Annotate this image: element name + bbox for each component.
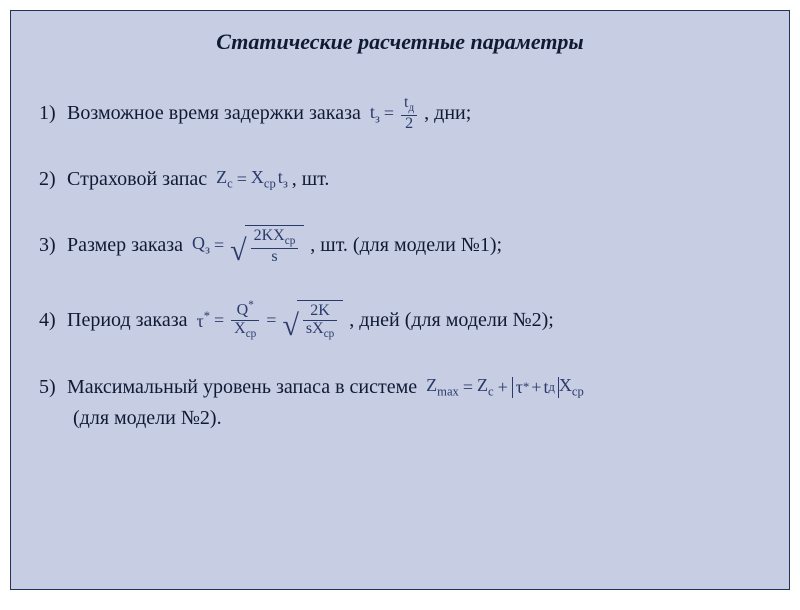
f1-frac: tд 2 xyxy=(401,95,417,133)
equals-icon: = xyxy=(214,235,224,256)
item-2: 2) Страховой запас Zc = Xср tз , шт. xyxy=(39,167,761,192)
equals-icon: = xyxy=(463,377,473,398)
f4-frac1: Q* Xср xyxy=(231,300,259,340)
abs-icon: τ* + tд xyxy=(512,377,559,398)
slide: Статические расчетные параметры 1) Возмо… xyxy=(10,10,790,590)
equals-icon: = xyxy=(266,310,276,331)
item-3-formula: Qз = √ 2KXср s xyxy=(192,225,306,266)
item-4-formula: τ* = Q* Xср = √ 2K sXср xyxy=(196,300,345,341)
item-5-text-after: (для модели №2). xyxy=(73,407,761,430)
f2-lhs: Zc xyxy=(216,167,233,192)
item-1-num: 1) xyxy=(39,102,67,125)
item-5: 5) Максимальный уровень запаса в системе… xyxy=(39,375,761,400)
item-5-text-before: Максимальный уровень запаса в системе xyxy=(67,376,422,399)
item-2-num: 2) xyxy=(39,168,67,191)
item-4: 4) Период заказа τ* = Q* Xср = √ 2K sXср xyxy=(39,300,761,341)
item-3-num: 3) xyxy=(39,234,67,257)
item-2-text-after: , шт. xyxy=(292,168,330,191)
item-4-num: 4) xyxy=(39,309,67,332)
item-1-text-after: , дни; xyxy=(424,102,471,125)
item-4-text-after: , дней (для модели №2); xyxy=(349,309,554,332)
item-2-formula: Zc = Xср tз xyxy=(216,167,288,192)
item-2-text-before: Страховой запас xyxy=(67,168,212,191)
equals-icon: = xyxy=(237,169,247,190)
sqrt-icon: √ 2KXср s xyxy=(230,225,304,266)
item-5-num: 5) xyxy=(39,376,67,399)
item-3-text-before: Размер заказа xyxy=(67,234,188,257)
sqrt-icon: √ 2K sXср xyxy=(282,300,343,341)
item-3: 3) Размер заказа Qз = √ 2KXср s , шт. (д… xyxy=(39,225,761,266)
equals-icon: = xyxy=(384,103,394,124)
f4-lhs: τ* xyxy=(196,309,210,332)
f5-lhs: Zmax xyxy=(426,375,459,400)
item-5-formula: Zmax = Zc + τ* + tд Xср xyxy=(426,375,584,400)
item-1-text-before: Возможное время задержки заказа xyxy=(67,102,366,125)
f1-lhs: tз xyxy=(370,102,380,127)
item-1-formula: tз = tд 2 xyxy=(370,95,420,133)
item-4-text-before: Период заказа xyxy=(67,309,192,332)
item-1: 1) Возможное время задержки заказа tз = … xyxy=(39,95,761,133)
f3-lhs: Qз xyxy=(192,233,210,258)
item-3-text-after: , шт. (для модели №1); xyxy=(310,234,502,257)
plus-icon: + xyxy=(498,377,508,398)
equals-icon: = xyxy=(214,310,224,331)
title: Статические расчетные параметры xyxy=(39,29,761,55)
